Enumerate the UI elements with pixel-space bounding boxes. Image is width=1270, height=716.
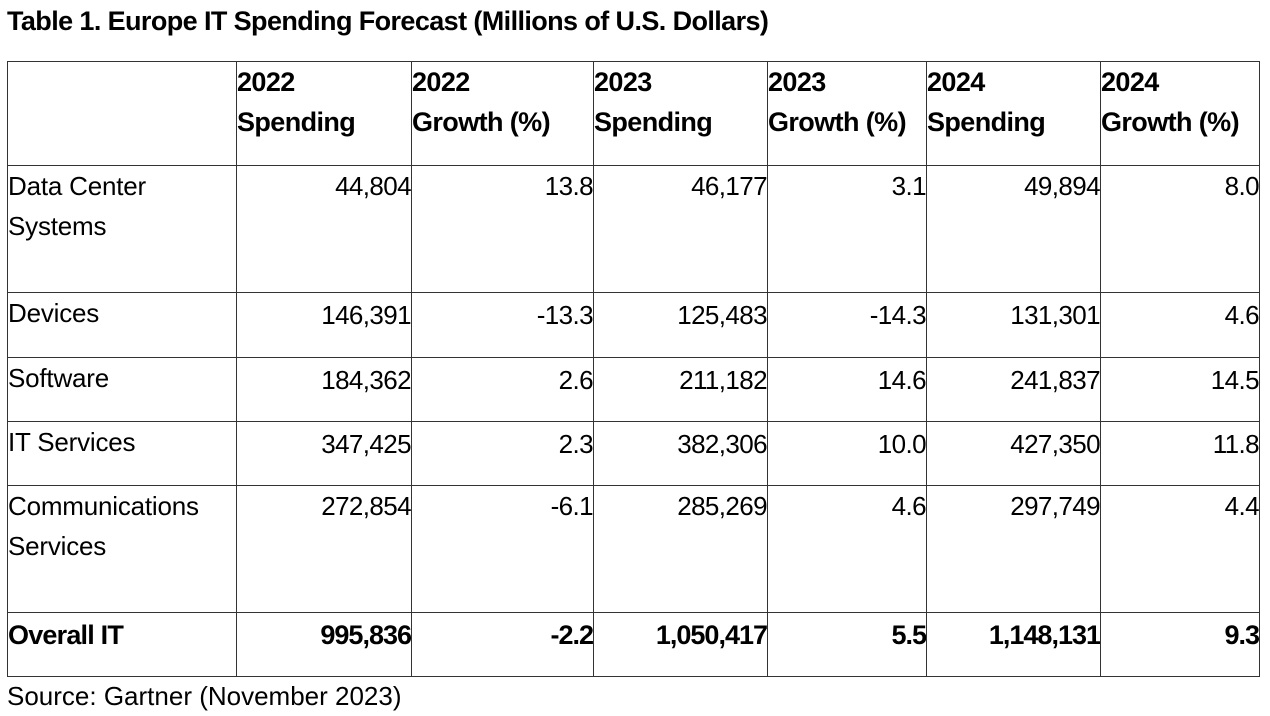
header-year: 2024 (927, 67, 986, 97)
header-year: 2022 (412, 67, 471, 97)
header-cell: 2022 Spending (236, 61, 412, 166)
header-year: 2024 (1101, 67, 1160, 97)
cell-value: 49,894 (926, 165, 1101, 293)
cell-value: 285,269 (593, 485, 768, 613)
cell-value: 2.6 (411, 357, 594, 422)
table-title: Table 1. Europe IT Spending Forecast (Mi… (7, 6, 769, 36)
cell-value: 10.0 (767, 421, 927, 486)
total-value: 5.5 (767, 612, 927, 677)
cell-value: 4.6 (767, 485, 927, 613)
row-label: IT Services (7, 421, 237, 486)
total-value: 995,836 (236, 612, 412, 677)
total-row: Overall IT 995,836 -2.2 1,050,417 5.5 1,… (7, 612, 1260, 677)
header-cell: 2023 Spending (593, 61, 768, 166)
cell-value: 2.3 (411, 421, 594, 486)
header-metric: Growth (%) (412, 107, 551, 137)
cell-value: 11.8 (1100, 421, 1260, 486)
total-value: 9.3 (1100, 612, 1260, 677)
header-metric: Growth (%) (1101, 107, 1240, 137)
total-label: Overall IT (7, 612, 237, 677)
total-value: 1,148,131 (926, 612, 1101, 677)
cell-value: 125,483 (593, 292, 768, 358)
table-row: Software 184,362 2.6 211,182 14.6 241,83… (7, 357, 1260, 422)
table-row: Devices 146,391 -13.3 125,483 -14.3 131,… (7, 292, 1260, 358)
cell-value: 4.4 (1100, 485, 1260, 613)
header-cell: 2024 Spending (926, 61, 1101, 166)
header-year: 2023 (594, 67, 653, 97)
source-note: Source: Gartner (November 2023) (7, 681, 402, 711)
header-metric: Spending (594, 107, 713, 137)
cell-value: 3.1 (767, 165, 927, 293)
cell-value: 13.8 (411, 165, 594, 293)
row-label: Software (7, 357, 237, 422)
row-label: Devices (7, 292, 237, 358)
cell-value: 211,182 (593, 357, 768, 422)
header-cell: 2023 Growth (%) (767, 61, 927, 166)
spending-forecast-table: 2022 Spending 2022 Growth (%) 2023 Spend… (7, 61, 1260, 677)
total-value: -2.2 (411, 612, 594, 677)
cell-value: 272,854 (236, 485, 412, 613)
cell-value: 8.0 (1100, 165, 1260, 293)
cell-value: 184,362 (236, 357, 412, 422)
cell-value: 14.5 (1100, 357, 1260, 422)
total-value: 1,050,417 (593, 612, 768, 677)
row-label: Data Center Systems (7, 165, 237, 293)
header-metric: Growth (%) (768, 107, 907, 137)
cell-value: -13.3 (411, 292, 594, 358)
cell-value: 14.6 (767, 357, 927, 422)
header-cell-category (7, 61, 237, 166)
header-cell: 2024 Growth (%) (1100, 61, 1260, 166)
header-metric: Spending (927, 107, 1046, 137)
cell-value: 44,804 (236, 165, 412, 293)
header-year: 2022 (237, 67, 296, 97)
cell-value: -14.3 (767, 292, 927, 358)
cell-value: 347,425 (236, 421, 412, 486)
header-metric: Spending (237, 107, 356, 137)
cell-value: 241,837 (926, 357, 1101, 422)
table-row: Communications Services 272,854 -6.1 285… (7, 485, 1260, 613)
table-row: IT Services 347,425 2.3 382,306 10.0 427… (7, 421, 1260, 486)
cell-value: 131,301 (926, 292, 1101, 358)
header-row: 2022 Spending 2022 Growth (%) 2023 Spend… (7, 61, 1260, 166)
cell-value: 297,749 (926, 485, 1101, 613)
cell-value: 427,350 (926, 421, 1101, 486)
cell-value: 382,306 (593, 421, 768, 486)
cell-value: -6.1 (411, 485, 594, 613)
cell-value: 46,177 (593, 165, 768, 293)
header-year: 2023 (768, 67, 827, 97)
table-row: Data Center Systems 44,804 13.8 46,177 3… (7, 165, 1260, 293)
row-label: Communications Services (7, 485, 237, 613)
cell-value: 146,391 (236, 292, 412, 358)
cell-value: 4.6 (1100, 292, 1260, 358)
header-cell: 2022 Growth (%) (411, 61, 594, 166)
